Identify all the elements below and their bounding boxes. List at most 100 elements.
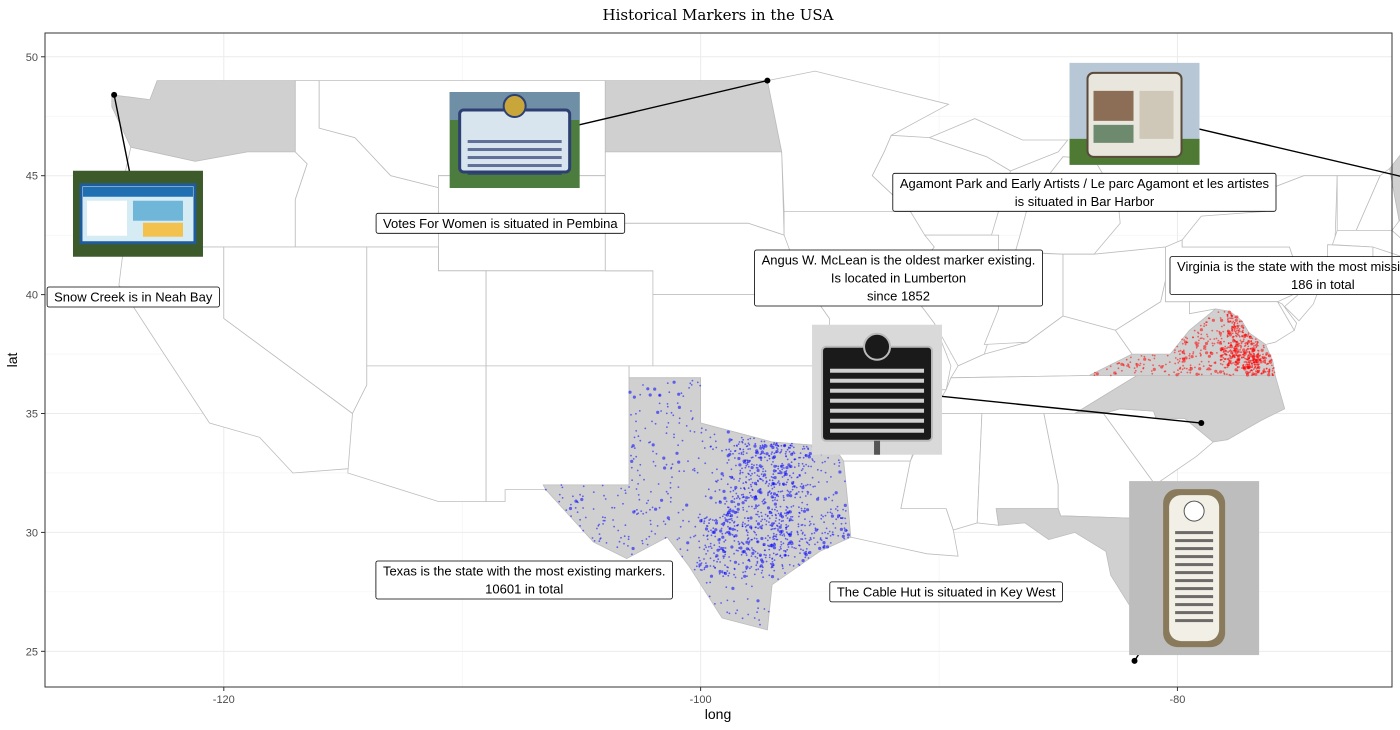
marker-point-texas xyxy=(704,495,707,498)
marker-point-texas xyxy=(730,486,732,489)
marker-point-virginia xyxy=(1225,353,1227,356)
marker-point-virginia xyxy=(1242,363,1245,366)
marker-point-texas xyxy=(798,515,800,518)
marker-point-texas xyxy=(742,438,745,441)
marker-point-texas xyxy=(784,550,787,553)
marker-point-texas xyxy=(767,485,770,487)
marker-point-texas xyxy=(714,521,719,525)
sign-cable-image xyxy=(1129,481,1260,656)
marker-point-texas xyxy=(783,467,785,469)
marker-point-virginia xyxy=(1267,355,1270,357)
marker-point-texas xyxy=(801,538,804,541)
marker-point-texas xyxy=(560,484,563,486)
marker-point-texas xyxy=(719,516,721,519)
marker-point-virginia xyxy=(1203,325,1205,328)
x-tick-label: -100 xyxy=(690,694,712,706)
marker-point-texas xyxy=(680,392,683,395)
marker-point-virginia xyxy=(1202,365,1205,367)
marker-point-texas xyxy=(708,519,711,521)
marker-point-texas xyxy=(604,498,607,500)
marker-point-texas xyxy=(582,495,584,498)
marker-point-virginia xyxy=(1220,349,1222,352)
marker-point-texas xyxy=(772,473,775,476)
marker-point-texas xyxy=(768,556,771,559)
marker-point-texas xyxy=(545,488,547,491)
marker-point-texas xyxy=(799,496,802,499)
marker-point-texas xyxy=(597,524,600,527)
marker-point-texas xyxy=(742,482,745,484)
marker-point-virginia xyxy=(1245,373,1250,377)
marker-point-virginia xyxy=(1226,313,1229,316)
marker-point-texas xyxy=(712,448,714,451)
y-tick-label: 25 xyxy=(26,646,38,658)
marker-point-texas xyxy=(780,524,783,526)
marker-point-virginia xyxy=(1241,330,1244,333)
marker-point-texas xyxy=(651,443,655,447)
marker-point-texas xyxy=(703,447,706,449)
marker-point-texas xyxy=(736,502,741,506)
marker-point-texas xyxy=(726,570,729,572)
marker-point-texas xyxy=(729,450,732,453)
marker-point-texas xyxy=(826,481,828,483)
marker-point-texas xyxy=(803,507,806,510)
marker-point-texas xyxy=(755,568,758,571)
marker-point-texas xyxy=(764,444,768,448)
marker-point-texas xyxy=(785,509,787,511)
marker-point-texas xyxy=(755,504,757,506)
marker-point-texas xyxy=(651,420,653,423)
marker-point-texas xyxy=(742,562,744,564)
marker-point-virginia xyxy=(1139,362,1142,365)
marker-point-virginia xyxy=(1233,347,1236,350)
marker-point-texas xyxy=(598,533,601,535)
marker-point-texas xyxy=(558,493,561,496)
marker-point-texas xyxy=(702,534,705,537)
marker-point-texas xyxy=(703,558,705,560)
marker-point-texas xyxy=(831,512,833,515)
marker-point-virginia xyxy=(1206,335,1209,338)
marker-point-texas xyxy=(724,517,726,519)
marker-point-texas xyxy=(582,507,584,509)
marker-point-texas xyxy=(700,520,703,523)
state-south-dakota xyxy=(604,151,785,236)
marker-point-texas xyxy=(720,527,723,530)
marker-point-texas xyxy=(749,516,753,520)
state-new-mexico xyxy=(485,365,630,502)
marker-point-texas xyxy=(800,469,803,472)
marker-point-texas xyxy=(785,455,787,458)
marker-point-texas xyxy=(736,609,739,612)
marker-point-virginia xyxy=(1227,310,1231,314)
marker-point-virginia xyxy=(1236,333,1239,336)
marker-point-texas xyxy=(753,573,756,576)
marker-point-virginia xyxy=(1248,336,1251,338)
marker-point-texas xyxy=(696,471,699,474)
marker-point-texas xyxy=(744,443,747,445)
marker-point-virginia xyxy=(1233,328,1236,331)
marker-point-texas xyxy=(756,557,759,559)
marker-point-texas xyxy=(749,448,751,450)
marker-point-texas xyxy=(773,486,776,488)
marker-point-texas xyxy=(722,524,725,527)
marker-point-virginia xyxy=(1237,354,1240,357)
marker-point-virginia xyxy=(1245,365,1248,368)
marker-point-texas xyxy=(592,508,595,510)
marker-point-texas xyxy=(804,495,807,497)
marker-point-texas xyxy=(649,523,652,526)
marker-point-texas xyxy=(790,516,792,518)
marker-point-virginia xyxy=(1173,351,1176,354)
marker-point-texas xyxy=(561,486,564,489)
marker-point-texas xyxy=(770,525,773,527)
marker-point-texas xyxy=(728,448,730,451)
marker-point-virginia xyxy=(1253,345,1255,347)
marker-point-texas xyxy=(838,465,840,467)
marker-point-texas xyxy=(768,517,771,520)
marker-point-texas xyxy=(756,505,759,508)
marker-point-virginia xyxy=(1177,372,1180,375)
marker-point-texas xyxy=(771,563,775,567)
marker-point-virginia xyxy=(1231,352,1234,355)
marker-point-texas xyxy=(793,486,796,488)
marker-point-virginia xyxy=(1248,350,1251,353)
marker-point-texas xyxy=(666,516,670,520)
marker-point-virginia xyxy=(1247,332,1250,334)
marker-point-virginia xyxy=(1183,367,1186,370)
